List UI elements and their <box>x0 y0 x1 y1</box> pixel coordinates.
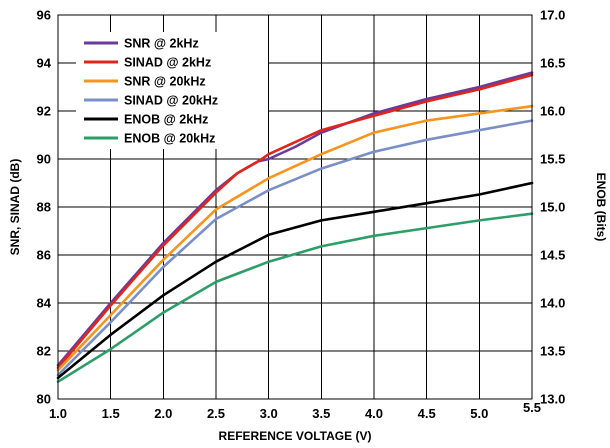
legend-label: SNR @ 2kHz <box>124 37 199 51</box>
series-line <box>56 73 534 370</box>
left-tick-label: 82 <box>37 344 51 359</box>
right-tick-label: 15.0 <box>540 200 565 215</box>
left-tick-label: 88 <box>37 200 51 215</box>
x-tick-label: 1.0 <box>49 406 67 421</box>
left-tick-label: 90 <box>37 152 51 167</box>
left-tick-label: 86 <box>37 248 51 263</box>
series-line <box>56 119 534 377</box>
series-line <box>56 71 534 367</box>
x-tick-label: 2.5 <box>207 406 225 421</box>
x-tick-label: 3.5 <box>312 406 330 421</box>
x-axis-title: REFERENCE VOLTAGE (V) <box>219 429 372 443</box>
right-tick-label: 16.5 <box>540 56 565 71</box>
x-tick-label: 2.0 <box>154 406 172 421</box>
legend: SNR @ 2kHz SINAD @ 2kHz SNR @ 20kHz SINAD @… <box>76 32 268 149</box>
legend-label: ENOB @ 2kHz <box>124 113 208 127</box>
series-line <box>56 181 534 380</box>
legend-label: SNR @ 20kHz <box>124 75 206 89</box>
x-tick-label: 4.5 <box>418 406 436 421</box>
right-tick-label: 15.5 <box>540 152 565 167</box>
plot-area <box>56 71 534 384</box>
right-tick-label: 14.0 <box>540 296 565 311</box>
legend-label: ENOB @ 20kHz <box>124 132 215 146</box>
right-tick-label: 17.0 <box>540 8 565 23</box>
left-axis-title: SNR, SINAD (dB) <box>8 159 22 256</box>
left-tick-label: 92 <box>37 104 51 119</box>
right-tick-label: 13.0 <box>540 392 565 407</box>
left-tick-label: 84 <box>37 296 52 311</box>
right-tick-label: 13.5 <box>540 344 565 359</box>
x-tick-label: 5.0 <box>470 406 488 421</box>
legend-label: SINAD @ 20kHz <box>124 94 218 108</box>
right-tick-label: 16.0 <box>540 104 565 119</box>
left-tick-label: 96 <box>37 8 51 23</box>
series-line <box>56 104 534 372</box>
right-axis: 13.0 13.5 14.0 14.5 15.0 15.5 16.0 16.5 17.0 <box>540 8 565 407</box>
legend-background <box>76 32 268 149</box>
left-axis: 80 82 84 86 88 90 92 94 96 <box>37 8 52 407</box>
x-tick-label: 5.5 <box>523 400 541 415</box>
series-line <box>56 212 534 384</box>
grid <box>58 15 532 399</box>
left-tick-label: 94 <box>37 56 52 71</box>
left-tick-label: 80 <box>37 392 51 407</box>
x-tick-label: 4.0 <box>365 406 383 421</box>
right-axis-title: ENOB (Bits) <box>594 173 608 242</box>
x-tick-label: 1.5 <box>102 406 120 421</box>
x-tick-label: 3.0 <box>260 406 278 421</box>
legend-label: SINAD @ 2kHz <box>124 56 211 70</box>
right-tick-label: 14.5 <box>540 248 565 263</box>
x-axis: 1.0 1.5 2.0 2.5 3.0 3.5 4.0 4.5 5.0 5.5 <box>49 400 541 421</box>
plot-frame <box>57 14 533 400</box>
